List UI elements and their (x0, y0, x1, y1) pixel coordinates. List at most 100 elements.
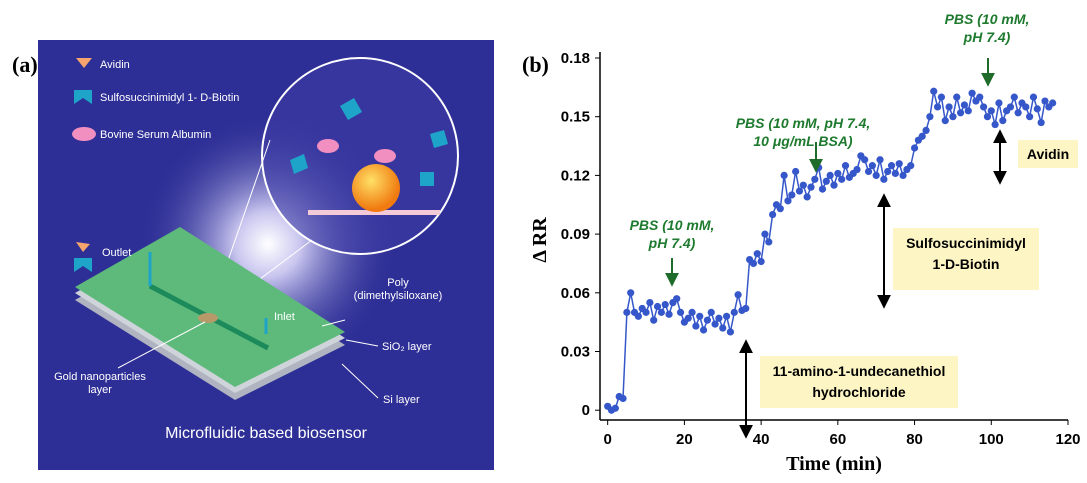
annotation-line: pH 7.4) (963, 29, 1011, 45)
data-point (665, 311, 672, 318)
data-point (765, 238, 772, 245)
data-point (777, 205, 784, 212)
data-point (792, 168, 799, 175)
x-tick-label: 120 (1055, 431, 1080, 448)
y-tick-label: 0.12 (561, 167, 590, 184)
box-label-line: hydrochloride (812, 384, 906, 400)
figure: (a) Avidin Sulfosuccinimidyl 1- D-Biotin… (0, 0, 1087, 483)
data-point (758, 258, 765, 265)
data-point (734, 291, 741, 298)
data-point (873, 172, 880, 179)
y-tick-label: 0.15 (561, 109, 590, 126)
data-point (807, 184, 814, 191)
data-point (1049, 99, 1056, 106)
data-point (922, 127, 929, 134)
legend-label: Sulfosuccinimidyl 1- D-Biotin (100, 92, 239, 104)
data-point (696, 313, 703, 320)
data-point (942, 117, 949, 124)
data-point (876, 156, 883, 163)
data-point (742, 305, 749, 312)
data-point (731, 309, 738, 316)
data-point (658, 309, 665, 316)
data-point (1007, 103, 1014, 110)
data-point (911, 144, 918, 151)
data-point (838, 176, 845, 183)
data-point (692, 322, 699, 329)
data-point (704, 317, 711, 324)
data-point (673, 295, 680, 302)
data-point (1034, 105, 1041, 112)
x-tick-label: 40 (753, 431, 770, 448)
box-label-line: Sulfosuccinimidyl (906, 235, 1026, 251)
data-point (781, 172, 788, 179)
data-point (646, 299, 653, 306)
data-point (708, 309, 715, 316)
data-point (1015, 109, 1022, 116)
annotation: PBS (10 mM, pH 7.4, 10 μg/mL BSA) (736, 115, 871, 149)
data-point (612, 405, 619, 412)
zoom-circle (262, 58, 458, 254)
x-tick-label: 0 (604, 431, 612, 448)
inlet-label: Inlet (274, 311, 295, 323)
y-tick-label: 0 (582, 402, 590, 419)
annotation-line: PBS (10 mM, (945, 11, 1030, 27)
gold-layer (198, 313, 218, 323)
data-point (968, 90, 975, 97)
data-point (976, 94, 983, 101)
caption: Microfluidic based biosensor (165, 425, 368, 442)
legend-bsa-icon (72, 127, 96, 141)
data-point (769, 211, 776, 218)
bsa (317, 139, 339, 153)
si-label: Si layer (383, 394, 420, 406)
data-point (627, 289, 634, 296)
annotation-line: pH 7.4) (648, 235, 696, 251)
data-point (1022, 103, 1029, 110)
data-point (980, 103, 987, 110)
data-point (869, 162, 876, 169)
box-label-line: 1-D-Biotin (933, 256, 1000, 272)
data-point (945, 103, 952, 110)
data-point (861, 156, 868, 163)
y-tick-label: 0.03 (561, 344, 590, 361)
y-axis-label: Δ RR (529, 217, 551, 263)
data-point (662, 301, 669, 308)
data-point (926, 113, 933, 120)
data-point (719, 324, 726, 331)
annotation-line: PBS (10 mM, pH 7.4, (736, 115, 871, 131)
data-point (811, 176, 818, 183)
data-point (830, 182, 837, 189)
data-point (642, 309, 649, 316)
annotation: PBS (10 mM, pH 7.4) (630, 217, 715, 251)
data-point (715, 315, 722, 322)
bsa (374, 149, 396, 163)
data-point (949, 113, 956, 120)
outlet-label: Outlet (102, 247, 131, 259)
data-point (1030, 94, 1037, 101)
sio2-label: SiO₂ layer (382, 341, 432, 353)
annotation-line: 10 μg/mL BSA) (753, 133, 853, 149)
data-point (934, 103, 941, 110)
x-tick-label: 60 (829, 431, 846, 448)
data-point (827, 172, 834, 179)
data-point (800, 182, 807, 189)
data-point (892, 170, 899, 177)
data-point (650, 317, 657, 324)
data-point (957, 109, 964, 116)
y-tick-label: 0.09 (561, 226, 590, 243)
data-point (999, 117, 1006, 124)
data-point (727, 328, 734, 335)
annotation-line: PBS (10 mM, (630, 217, 715, 233)
data-point (635, 313, 642, 320)
data-point (842, 162, 849, 169)
data-point (723, 313, 730, 320)
panel-label: (a) (12, 52, 38, 77)
box-label-line: Avidin (1027, 146, 1069, 162)
data-point (907, 162, 914, 169)
legend-label: Avidin (100, 59, 130, 71)
data-point (750, 260, 757, 267)
data-point (619, 395, 626, 402)
data-point (965, 107, 972, 114)
x-tick-label: 100 (979, 431, 1004, 448)
data-point (761, 231, 768, 238)
data-point (930, 88, 937, 95)
